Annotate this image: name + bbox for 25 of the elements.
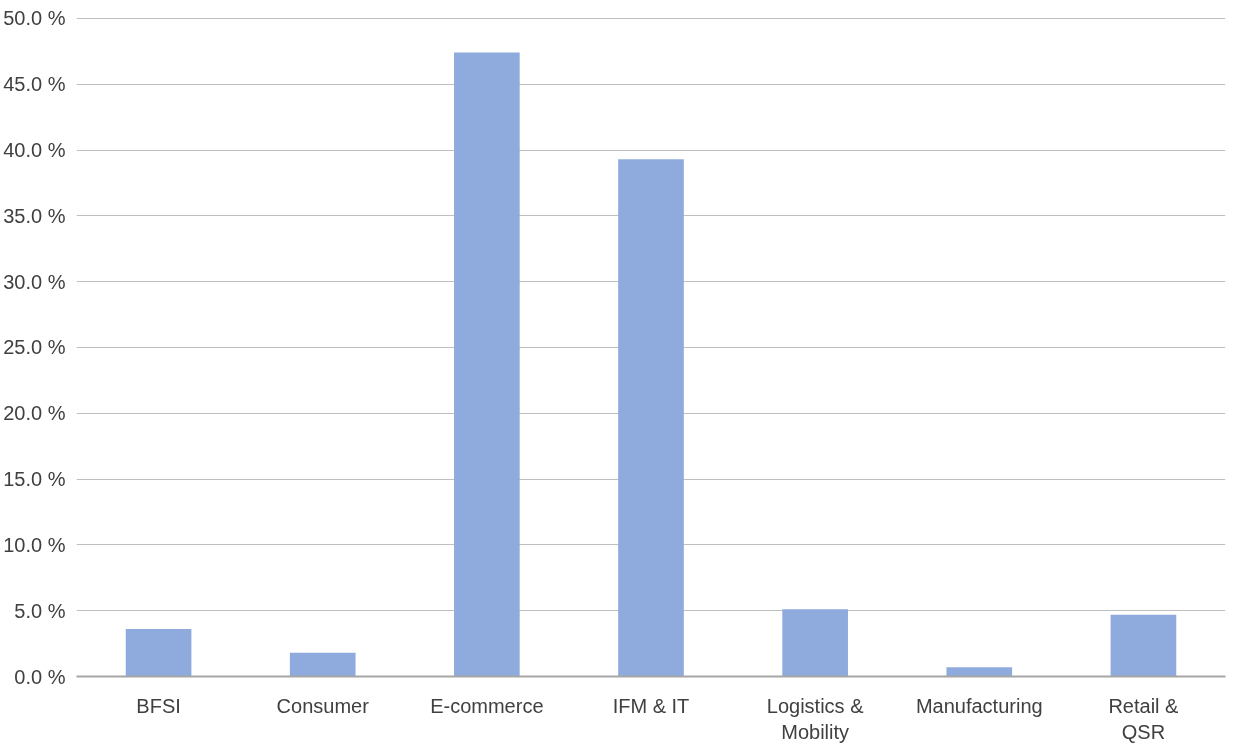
bar — [289, 652, 356, 677]
bar — [1110, 614, 1177, 677]
y-tick-label: 30.0 % — [3, 270, 66, 293]
y-tick-label: 50.0 % — [3, 7, 66, 30]
x-tick-label: Logistics & Mobility — [766, 694, 865, 743]
y-tick-label: 25.0 % — [3, 336, 66, 359]
bar — [618, 159, 684, 677]
y-tick-label: 20.0 % — [3, 402, 66, 425]
x-tick-label: IFM & IT — [612, 694, 690, 717]
x-tick-label: Retail & QSR — [1108, 694, 1180, 743]
bar — [454, 52, 520, 677]
y-tick-label: 40.0 % — [3, 139, 66, 162]
y-tick-label: 10.0 % — [3, 533, 66, 556]
x-tick-label: E-commerce — [430, 694, 544, 717]
y-tick-label: 45.0 % — [3, 73, 66, 96]
y-tick-label: 5.0 % — [14, 599, 66, 622]
x-tick-label: Manufacturing — [915, 694, 1043, 717]
y-tick-label: 35.0 % — [3, 204, 66, 227]
bar — [946, 667, 1013, 677]
x-tick-label: Consumer — [276, 694, 370, 717]
y-tick-label: 0.0 % — [14, 665, 66, 688]
bar — [782, 609, 848, 677]
y-tick-label: 15.0 % — [3, 468, 66, 491]
x-tick-label: BFSI — [136, 694, 181, 717]
bar — [125, 629, 192, 677]
